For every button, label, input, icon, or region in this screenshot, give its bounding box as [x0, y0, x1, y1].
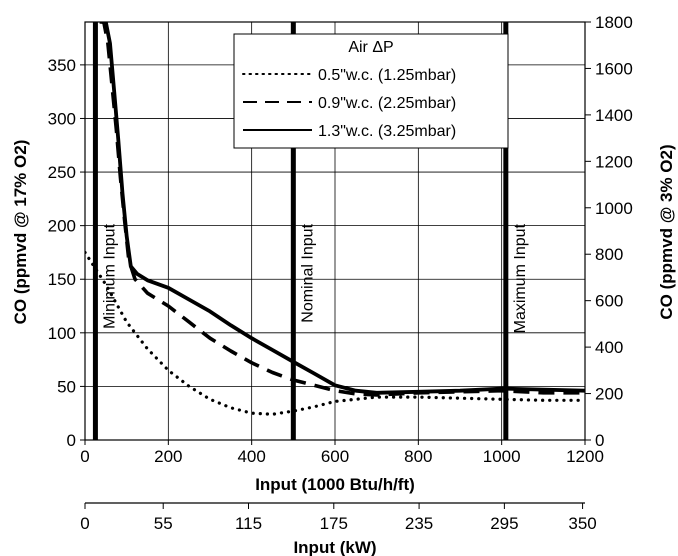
- x2-tick-label: 55: [154, 514, 173, 533]
- y-tick-label: 50: [57, 377, 76, 396]
- legend-title: Air ΔP: [348, 39, 393, 56]
- x-axis-title: Input (1000 Btu/h/ft): [255, 475, 415, 494]
- x2-tick-label: 235: [405, 514, 433, 533]
- x-tick-label: 1200: [566, 447, 604, 466]
- y2-tick-label: 1000: [595, 199, 633, 218]
- x-tick-label: 400: [237, 447, 265, 466]
- y-tick-label: 250: [48, 163, 76, 182]
- y2-tick-label: 1400: [595, 106, 633, 125]
- x2-tick-label: 0: [80, 514, 89, 533]
- series-line-solid: [101, 22, 585, 395]
- y2-axis-title: CO (ppmvd @ 3% O2): [657, 144, 676, 319]
- legend-entry-1: 0.9"w.c. (2.25mbar): [318, 95, 456, 112]
- legend-entry-2: 1.3"w.c. (3.25mbar): [318, 123, 456, 140]
- legend: Air ΔP 0.5"w.c. (1.25mbar) 0.9"w.c. (2.2…: [233, 33, 509, 149]
- x2-tick-label: 115: [235, 514, 262, 533]
- x2-axis: 0 55 115 175 235 295 350: [80, 502, 597, 533]
- x-tick-label: 800: [404, 447, 432, 466]
- x-tick-label: 0: [80, 447, 89, 466]
- y2-tick-label: 800: [595, 245, 623, 264]
- x-axis-ticks: 0 200 400 600 800 1000 1200: [80, 440, 604, 466]
- y-tick-label: 300: [48, 109, 76, 128]
- y2-tick-label: 400: [595, 338, 623, 357]
- legend-entry-0: 0.5"w.c. (1.25mbar): [318, 67, 456, 84]
- x-tick-label: 600: [321, 447, 349, 466]
- y-tick-label: 200: [48, 217, 76, 236]
- y2-tick-label: 1800: [595, 13, 633, 32]
- reference-line-label: Minimum Input: [101, 223, 118, 328]
- y-tick-label: 350: [48, 56, 76, 75]
- x2-tick-label: 350: [568, 514, 596, 533]
- x-tick-label: 1000: [483, 447, 521, 466]
- y-axis-title: CO (ppmvd @ 17% O2): [11, 140, 30, 325]
- reference-line-label: Maximum Input: [512, 223, 529, 333]
- x-tick-label: 200: [154, 447, 182, 466]
- y2-axis-ticks: 0 200 400 600 800 1000 1200 1400 1600 1800: [585, 13, 633, 450]
- y2-tick-label: 1200: [595, 152, 633, 171]
- reference-line-label: Nominal Input: [299, 223, 316, 322]
- x2-tick-label: 175: [320, 514, 348, 533]
- x2-tick-label: 295: [490, 514, 518, 533]
- y-tick-label: 150: [48, 270, 76, 289]
- y-tick-label: 0: [67, 431, 76, 450]
- y2-tick-label: 200: [595, 385, 623, 404]
- y2-tick-label: 0: [595, 431, 604, 450]
- x2-axis-title: Input (kW): [293, 538, 376, 556]
- series-line-dotted: [85, 250, 585, 416]
- y2-tick-label: 600: [595, 292, 623, 311]
- series-layer: [85, 22, 585, 416]
- y-axis-ticks: 0 50 100 150 200 250 300 350: [48, 56, 85, 450]
- y2-tick-label: 1600: [595, 59, 633, 78]
- y-tick-label: 100: [48, 324, 76, 343]
